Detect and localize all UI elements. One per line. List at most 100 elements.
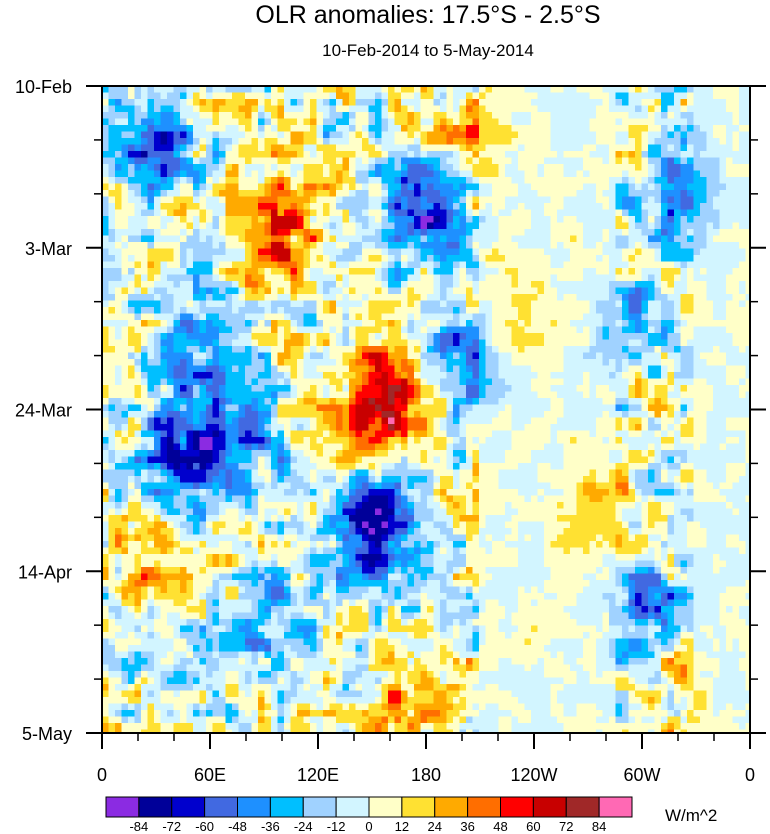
heatmap-cell (121, 190, 129, 198)
heatmap-cell (258, 352, 266, 360)
heatmap-cell (121, 255, 129, 263)
heatmap-cell (160, 333, 168, 341)
heatmap-cell (160, 346, 168, 354)
heatmap-cell (258, 255, 266, 263)
heatmap-cell (745, 255, 750, 263)
heatmap-cell (570, 125, 578, 133)
heatmap-cell (316, 242, 324, 250)
heatmap-cell (609, 203, 617, 211)
heatmap-cell (550, 144, 558, 152)
heatmap-cell (739, 157, 747, 165)
heatmap-cell (544, 261, 552, 269)
heatmap-cell (167, 105, 175, 113)
heatmap-cell (342, 177, 350, 185)
heatmap-cell (583, 365, 591, 373)
heatmap-cell (485, 157, 493, 165)
heatmap-cell (362, 378, 370, 386)
heatmap-cell (667, 274, 675, 282)
heatmap-cell (388, 138, 396, 146)
heatmap-cell (147, 359, 155, 367)
heatmap-cell (238, 209, 246, 217)
heatmap-cell (648, 372, 656, 380)
heatmap-cell (505, 203, 513, 211)
heatmap-cell (342, 144, 350, 152)
heatmap-cell (349, 294, 357, 302)
heatmap-cell (232, 274, 240, 282)
heatmap-cell (544, 235, 552, 243)
heatmap-cell (732, 372, 740, 380)
heatmap-cell (524, 203, 532, 211)
heatmap-cell (206, 385, 214, 393)
heatmap-cell (628, 365, 636, 373)
heatmap-cell (388, 281, 396, 289)
heatmap-cell (277, 378, 285, 386)
heatmap-cell (368, 281, 376, 289)
heatmap-cell (726, 209, 734, 217)
heatmap-cell (628, 105, 636, 113)
heatmap-cell (414, 235, 422, 243)
heatmap-cell (531, 346, 539, 354)
heatmap-cell (609, 365, 617, 373)
heatmap-cell (596, 378, 604, 386)
heatmap-cell (472, 359, 480, 367)
heatmap-cell (258, 131, 266, 139)
heatmap-cell (641, 183, 649, 191)
heatmap-cell (225, 274, 233, 282)
heatmap-cell (654, 255, 662, 263)
heatmap-cell (583, 190, 591, 198)
heatmap-cell (609, 404, 617, 412)
heatmap-cell (485, 352, 493, 360)
heatmap-cell (284, 359, 292, 367)
heatmap-cell (563, 112, 571, 120)
heatmap-cell (550, 255, 558, 263)
heatmap-cell (693, 300, 701, 308)
heatmap-cell (329, 365, 337, 373)
heatmap-cell (225, 385, 233, 393)
heatmap-cell (264, 300, 272, 308)
heatmap-cell (297, 216, 305, 224)
heatmap-cell (719, 307, 727, 315)
heatmap-cell (407, 300, 415, 308)
heatmap-cell (225, 404, 233, 412)
heatmap-cell (622, 365, 630, 373)
heatmap-cell (511, 216, 519, 224)
heatmap-cell (648, 385, 656, 393)
heatmap-cell (303, 216, 311, 224)
heatmap-cell (128, 118, 136, 126)
heatmap-cell (524, 385, 532, 393)
heatmap-cell (147, 352, 155, 360)
heatmap-cell (524, 320, 532, 328)
heatmap-cell (329, 268, 337, 276)
heatmap-cell (290, 222, 298, 230)
heatmap-cell (687, 216, 695, 224)
heatmap-cell (186, 300, 194, 308)
heatmap-cell (518, 190, 526, 198)
heatmap-cell (355, 346, 363, 354)
heatmap-cell (433, 105, 441, 113)
heatmap-cell (336, 222, 344, 230)
heatmap-cell (615, 157, 623, 165)
heatmap-cell (342, 131, 350, 139)
heatmap-cell (173, 209, 181, 217)
heatmap-cell (375, 177, 383, 185)
chart-title: OLR anomalies: 17.5°S - 2.5°S (255, 1, 601, 29)
heatmap-cell (511, 196, 519, 204)
heatmap-cell (141, 281, 149, 289)
heatmap-cell (674, 391, 682, 399)
heatmap-cell (245, 170, 253, 178)
heatmap-cell (154, 313, 162, 321)
heatmap-cell (167, 92, 175, 100)
heatmap-cell (628, 300, 636, 308)
heatmap-cell (576, 170, 584, 178)
heatmap-cell (524, 105, 532, 113)
heatmap-cell (381, 300, 389, 308)
heatmap-cell (557, 190, 565, 198)
heatmap-cell (674, 203, 682, 211)
heatmap-cell (518, 320, 526, 328)
heatmap-cell (544, 118, 552, 126)
heatmap-cell (732, 105, 740, 113)
heatmap-cell (680, 183, 688, 191)
heatmap-cell (648, 255, 656, 263)
heatmap-cell (381, 248, 389, 256)
heatmap-cell (505, 144, 513, 152)
